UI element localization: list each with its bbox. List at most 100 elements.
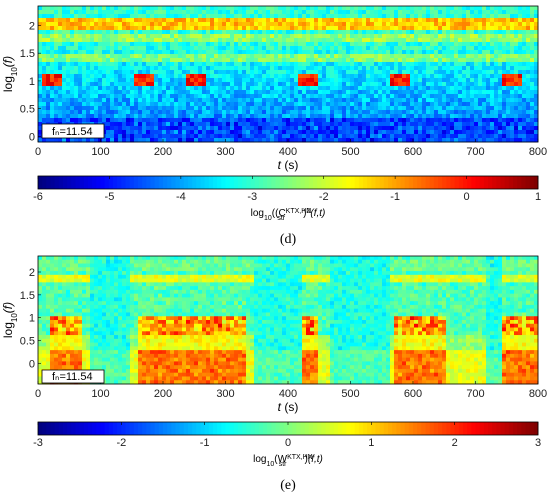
heatmap-cell (398, 22, 403, 27)
heatmap-cell (146, 114, 151, 119)
heatmap-cell (102, 320, 107, 325)
heatmap-cell (390, 46, 395, 51)
colorbar-segment (271, 176, 276, 189)
heatmap-cell (250, 6, 255, 11)
heatmap-cell (374, 42, 379, 47)
heatmap-cell (250, 42, 255, 47)
heatmap-cell (54, 62, 59, 67)
heatmap-cell (262, 18, 267, 23)
heatmap-cell (434, 94, 439, 99)
colorbar-segment (350, 176, 356, 189)
heatmap-cell (390, 42, 395, 47)
heatmap-cell (78, 86, 83, 91)
heatmap-cell (66, 301, 71, 306)
heatmap-cell (194, 62, 199, 67)
heatmap-cell (122, 78, 127, 83)
heatmap-cell (458, 26, 463, 31)
heatmap-cell (382, 98, 387, 103)
heatmap-cell (510, 18, 515, 23)
heatmap-cell (190, 94, 195, 99)
heatmap-cell (98, 301, 103, 306)
heatmap-cell (506, 90, 511, 95)
heatmap-cell (186, 122, 191, 127)
heatmap-cell (278, 106, 283, 111)
heatmap-cell (434, 34, 439, 39)
heatmap-cell (510, 94, 515, 99)
heatmap-cell (122, 10, 127, 15)
heatmap-cell (490, 26, 495, 31)
heatmap-cell (290, 98, 295, 103)
heatmap-cell (494, 110, 499, 115)
heatmap-cell (210, 46, 215, 51)
heatmap-cell (490, 22, 495, 27)
heatmap-cell (54, 78, 59, 83)
heatmap-cell (386, 26, 391, 31)
heatmap-cell (90, 54, 95, 59)
heatmap-cell (398, 42, 403, 47)
heatmap-cell (270, 126, 275, 131)
heatmap-cell (82, 94, 87, 99)
heatmap-cell (302, 102, 307, 107)
heatmap-cell (530, 26, 535, 31)
heatmap-cell (238, 6, 243, 11)
heatmap-cell (446, 110, 451, 115)
heatmap-cell (110, 26, 115, 31)
heatmap-cell (274, 6, 279, 11)
heatmap-cell (150, 110, 155, 115)
heatmap-cell (94, 293, 99, 298)
heatmap-cell (50, 6, 55, 11)
heatmap-cell (74, 327, 79, 332)
heatmap-cell (398, 62, 403, 67)
heatmap-cell (138, 10, 143, 15)
heatmap-cell (258, 14, 263, 19)
heatmap-cell (294, 98, 299, 103)
heatmap-cell (146, 82, 151, 87)
heatmap-cell (306, 82, 311, 87)
heatmap-cell (178, 134, 183, 139)
heatmap-cell (62, 138, 67, 143)
heatmap-cell (58, 14, 63, 19)
heatmap-cell (242, 138, 247, 143)
heatmap-cell (130, 102, 135, 107)
heatmap-cell (458, 82, 463, 87)
heatmap-cell (90, 259, 95, 264)
heatmap-cell (214, 70, 219, 75)
heatmap-cell (98, 338, 103, 343)
heatmap-cell (290, 90, 295, 95)
heatmap-cell (518, 58, 523, 63)
heatmap-cell (102, 78, 107, 83)
heatmap-cell (450, 18, 455, 23)
heatmap-cell (326, 54, 331, 59)
heatmap-cell (530, 110, 535, 115)
heatmap-cell (350, 138, 355, 143)
heatmap-cell (426, 90, 431, 95)
heatmap-cell (150, 62, 155, 67)
heatmap-cell (58, 70, 63, 75)
heatmap-cell (98, 312, 103, 317)
heatmap-cell (110, 98, 115, 103)
heatmap-cell (510, 54, 515, 59)
heatmap-cell (306, 6, 311, 11)
heatmap-cell (86, 10, 91, 15)
heatmap-cell (454, 50, 459, 55)
heatmap-cell (102, 118, 107, 123)
heatmap-cell (250, 70, 255, 75)
heatmap-cell (370, 62, 375, 67)
heatmap-cell (154, 22, 159, 27)
heatmap-cell (146, 110, 151, 115)
heatmap-cell (98, 26, 103, 31)
heatmap-cell (518, 126, 523, 131)
heatmap-cell (310, 98, 315, 103)
heatmap-cell (126, 22, 131, 27)
heatmap-cell (398, 54, 403, 59)
heatmap-cell (250, 102, 255, 107)
heatmap-cell (170, 22, 175, 27)
heatmap-cell (38, 58, 43, 63)
heatmap-cell (206, 122, 211, 127)
heatmap-cell (178, 38, 183, 43)
heatmap-cell (494, 86, 499, 91)
heatmap-cell (506, 54, 511, 59)
heatmap-cell (426, 54, 431, 59)
heatmap-cell (210, 42, 215, 47)
heatmap-cell (82, 118, 87, 123)
